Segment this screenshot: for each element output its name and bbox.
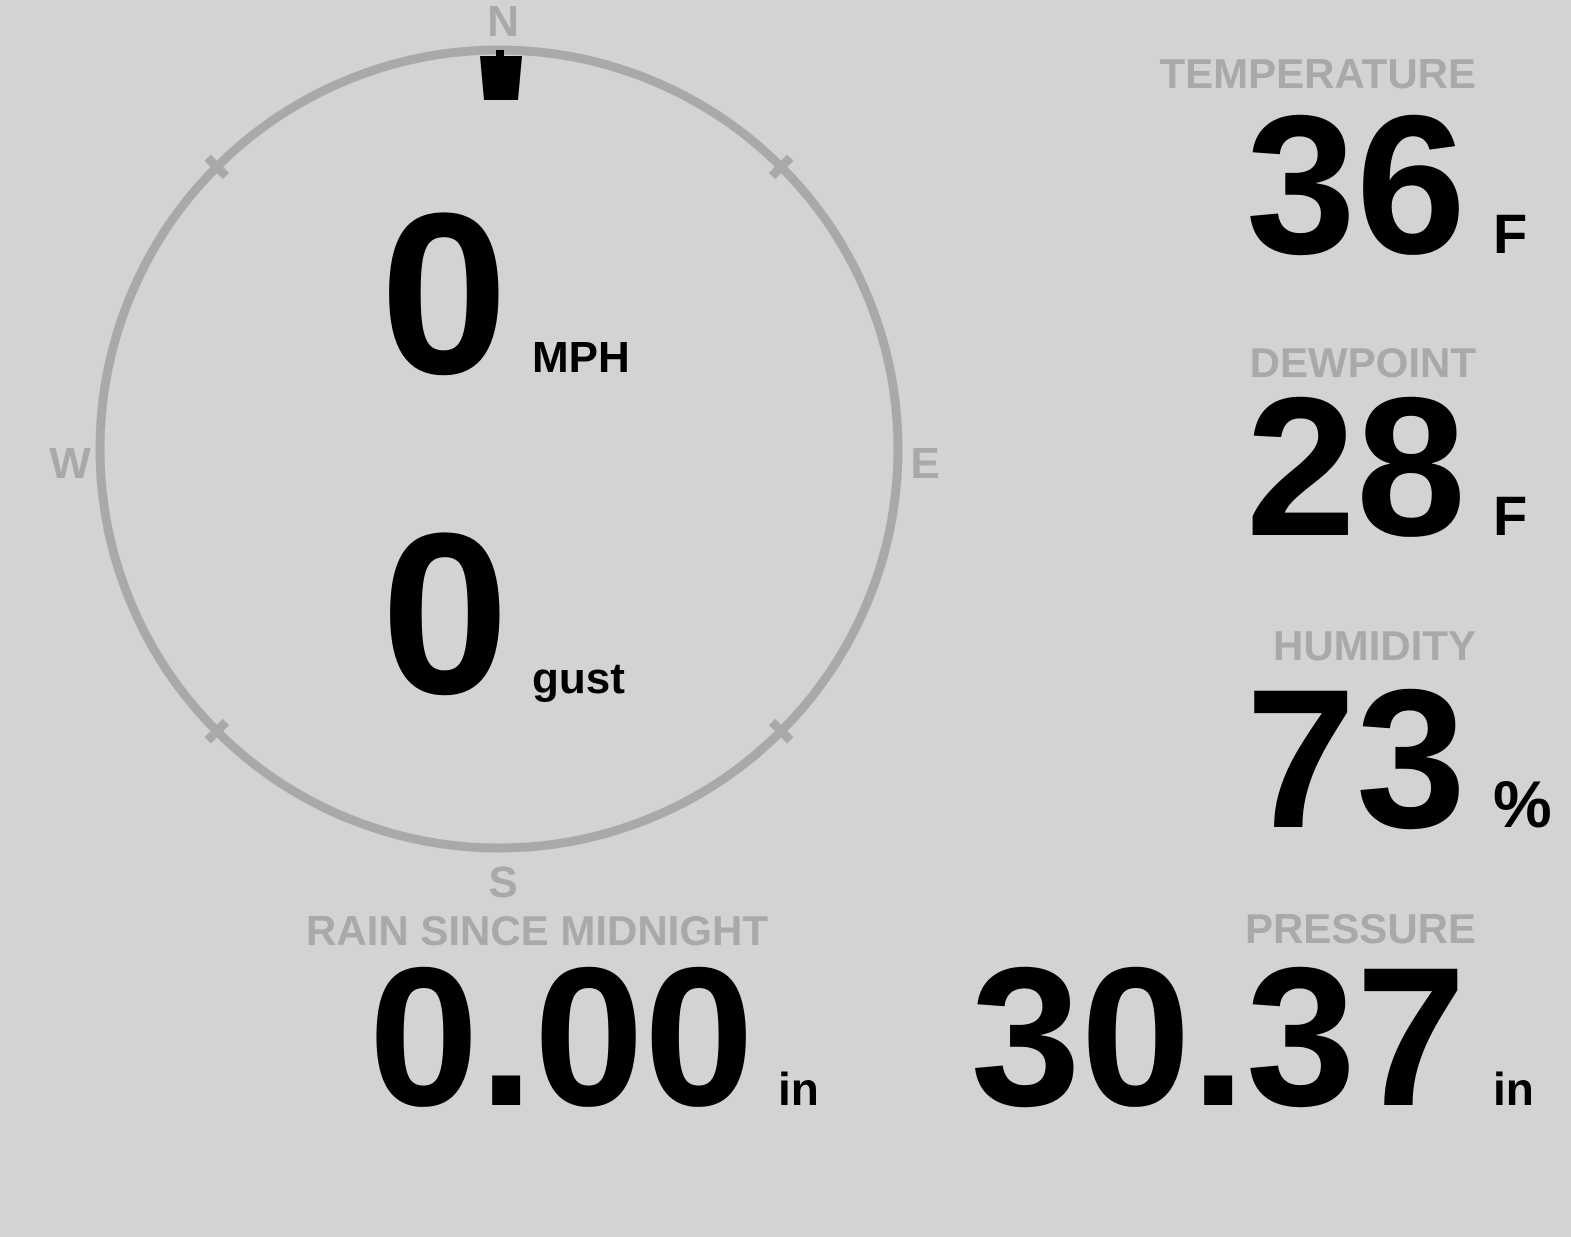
compass-label-east: E	[910, 439, 939, 488]
rain-unit: in	[778, 1063, 819, 1115]
wind-compass-gauge: N S E W 0 MPH 0 gust	[49, 0, 939, 907]
compass-tick-nw	[204, 154, 230, 180]
pressure-unit: in	[1493, 1063, 1534, 1115]
pressure-value: 30.37	[971, 926, 1466, 1147]
rain-label: RAIN SINCE MIDNIGHT	[306, 907, 768, 954]
temperature-metric: TEMPERATURE 36 F	[1159, 50, 1527, 295]
wind-speed-value: 0	[380, 165, 508, 422]
compass-label-south: S	[488, 858, 517, 907]
compass-label-west: W	[49, 439, 91, 488]
humidity-unit: %	[1493, 767, 1552, 841]
compass-tick-se	[768, 718, 794, 744]
compass-tick-ne	[768, 154, 794, 180]
pressure-label: PRESSURE	[1245, 905, 1476, 952]
wind-direction-marker-icon	[480, 50, 522, 100]
temperature-label: TEMPERATURE	[1159, 50, 1476, 97]
dewpoint-value: 28	[1246, 356, 1466, 577]
pressure-metric: PRESSURE 30.37 in	[971, 905, 1534, 1147]
wind-speed-unit: MPH	[532, 333, 630, 382]
wind-gust-unit: gust	[532, 654, 625, 703]
wind-gust-value: 0	[381, 485, 509, 742]
temperature-value: 36	[1246, 74, 1466, 295]
compass-label-north: N	[487, 0, 519, 46]
dewpoint-label: DEWPOINT	[1250, 339, 1477, 386]
compass-tick-sw	[204, 718, 230, 744]
rain-metric: RAIN SINCE MIDNIGHT 0.00 in	[306, 907, 819, 1147]
humidity-value: 73	[1246, 648, 1466, 869]
humidity-label: HUMIDITY	[1273, 622, 1476, 669]
rain-value: 0.00	[369, 926, 754, 1147]
dewpoint-unit: F	[1493, 484, 1527, 547]
humidity-metric: HUMIDITY 73 %	[1246, 622, 1552, 869]
dewpoint-metric: DEWPOINT 28 F	[1246, 339, 1527, 577]
temperature-unit: F	[1493, 202, 1527, 265]
